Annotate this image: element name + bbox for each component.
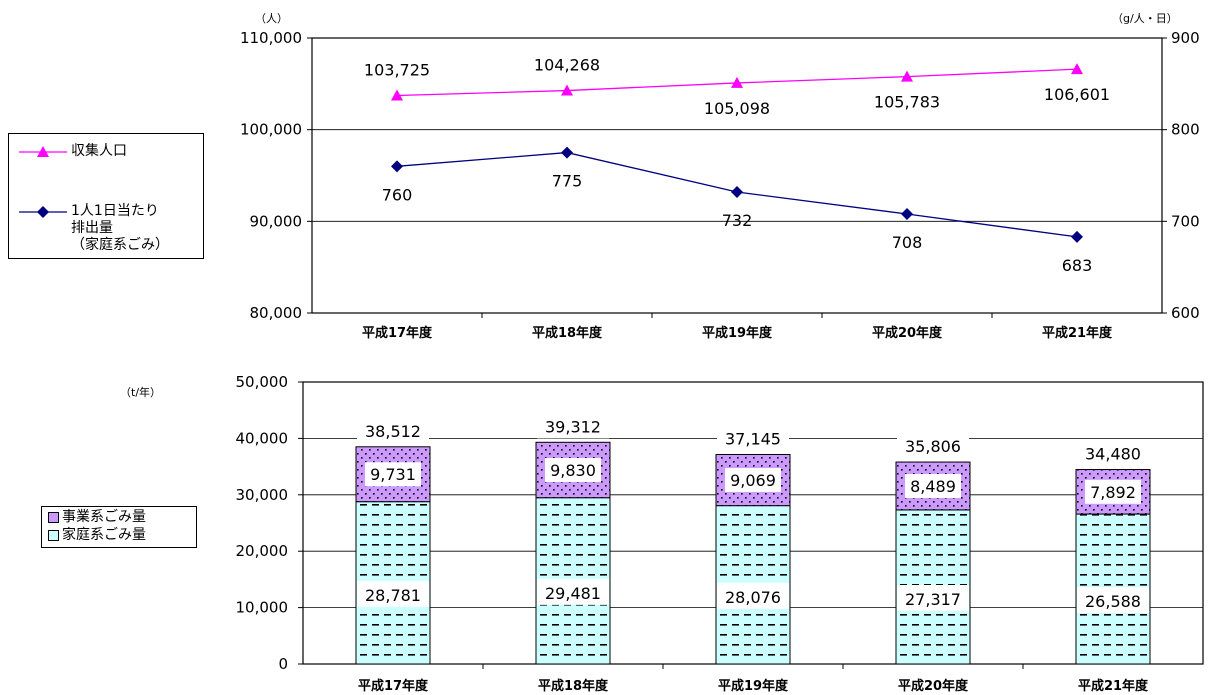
data-label-total: 37,145 <box>725 430 781 449</box>
data-label-business: 9,069 <box>730 471 776 490</box>
right-tick-label: 900 <box>1171 29 1200 47</box>
label-bg-business <box>365 462 421 487</box>
data-label-household: 26,588 <box>1085 592 1141 611</box>
right-tick-label: 700 <box>1171 212 1200 230</box>
data-label-per-capita: 732 <box>722 211 753 230</box>
point-population <box>561 84 573 96</box>
label-bg-business <box>905 473 961 498</box>
label-bg-total <box>897 434 969 459</box>
data-label-population: 105,098 <box>704 99 770 118</box>
point-population <box>1071 63 1083 75</box>
y-tick-label: 20,000 <box>236 542 289 560</box>
data-label-population: 103,725 <box>364 61 430 80</box>
data-label-per-capita: 775 <box>552 172 583 191</box>
category-label: 平成19年度 <box>718 678 789 694</box>
right-tick-label: 800 <box>1171 121 1200 139</box>
stacked-bar-chart: 0 10,000 20,000 30,000 40,000 50,000 （t/年） 28,7… <box>120 373 1204 694</box>
legend-line-pink-triangle-icon <box>19 146 67 157</box>
data-label-population: 105,783 <box>874 93 940 112</box>
data-label-household: 28,076 <box>725 588 781 607</box>
label-bg-household <box>1077 587 1149 614</box>
category-label: 平成17年度 <box>362 325 433 341</box>
right-tick-label: 600 <box>1171 304 1200 322</box>
data-label-per-capita: 683 <box>1062 256 1093 275</box>
right-axis-unit: （g/人・日） <box>1112 12 1178 25</box>
label-bg-household <box>897 584 969 611</box>
category-label: 平成20年度 <box>872 325 943 341</box>
point-population <box>391 89 403 101</box>
legend-label-business-waste: 事業系ごみ量 <box>62 509 146 525</box>
label-bg-total <box>1077 441 1149 466</box>
data-label-total: 35,806 <box>905 437 961 456</box>
category-label: 平成18年度 <box>532 325 603 341</box>
y-tick-label: 10,000 <box>236 599 289 617</box>
left-tick-label: 110,000 <box>240 29 302 47</box>
legend-swatch-business-icon <box>48 512 59 523</box>
data-label-total: 38,512 <box>365 422 421 441</box>
category-label: 平成21年度 <box>1078 678 1149 694</box>
legend-swatch-household-icon <box>48 530 59 541</box>
label-bg-total <box>537 414 609 439</box>
label-bg-total <box>717 426 789 451</box>
data-label-business: 9,830 <box>550 461 596 480</box>
line-chart-legend: 収集人口 1人1日当たり 排出量 （家庭系ごみ） <box>8 133 204 259</box>
y-tick-label: 30,000 <box>236 486 289 504</box>
category-label: 平成19年度 <box>702 325 773 341</box>
point-per-capita <box>1071 230 1083 243</box>
label-bg-business <box>545 458 601 483</box>
legend-label-per-capita: 1人1日当たり 排出量 （家庭系ごみ） <box>71 203 169 253</box>
data-label-population: 106,601 <box>1044 85 1110 104</box>
point-population <box>731 76 743 88</box>
bar-chart-legend: 事業系ごみ量 家庭系ごみ量 <box>41 506 197 548</box>
data-label-per-capita: 708 <box>892 233 923 252</box>
legend-line-navy-diamond-icon <box>19 206 67 218</box>
data-label-business: 7,892 <box>1090 483 1136 502</box>
left-tick-label: 100,000 <box>240 121 302 139</box>
data-label-business: 9,731 <box>370 465 416 484</box>
data-label-population: 104,268 <box>534 56 600 75</box>
label-bg-household <box>357 580 429 607</box>
left-axis-unit: （人） <box>255 12 288 25</box>
data-label-total: 39,312 <box>545 417 601 436</box>
label-bg-total <box>357 418 429 443</box>
point-per-capita <box>731 186 743 198</box>
data-label-business: 8,489 <box>910 477 956 496</box>
data-label-household: 27,317 <box>905 590 961 609</box>
data-label-total: 34,480 <box>1085 445 1141 464</box>
data-label-per-capita: 760 <box>382 185 413 204</box>
category-label: 平成21年度 <box>1042 325 1113 341</box>
y-axis-unit: （t/年） <box>120 385 161 399</box>
y-tick-label: 50,000 <box>236 373 289 391</box>
legend-label-population: 収集人口 <box>71 143 127 159</box>
data-label-household: 28,781 <box>365 586 421 605</box>
point-per-capita <box>901 208 913 220</box>
point-per-capita <box>561 146 573 159</box>
line-chart: 80,000 90,000 100,000 110,000 600 700 800 900 （人… <box>240 12 1200 341</box>
left-tick-label: 80,000 <box>250 304 303 322</box>
category-label: 平成17年度 <box>358 678 429 694</box>
label-bg-business <box>725 468 781 493</box>
y-tick-label: 0 <box>278 655 288 673</box>
label-bg-business <box>1085 479 1141 504</box>
label-bg-household <box>537 578 609 605</box>
category-label: 平成20年度 <box>898 678 969 694</box>
label-bg-household <box>717 582 789 609</box>
legend-label-household-waste: 家庭系ごみ量 <box>62 527 146 543</box>
left-tick-label: 90,000 <box>250 212 303 230</box>
y-tick-label: 40,000 <box>236 429 289 447</box>
point-population <box>901 70 913 82</box>
data-label-household: 29,481 <box>545 584 601 603</box>
category-label: 平成18年度 <box>538 678 609 694</box>
point-per-capita <box>391 160 403 173</box>
